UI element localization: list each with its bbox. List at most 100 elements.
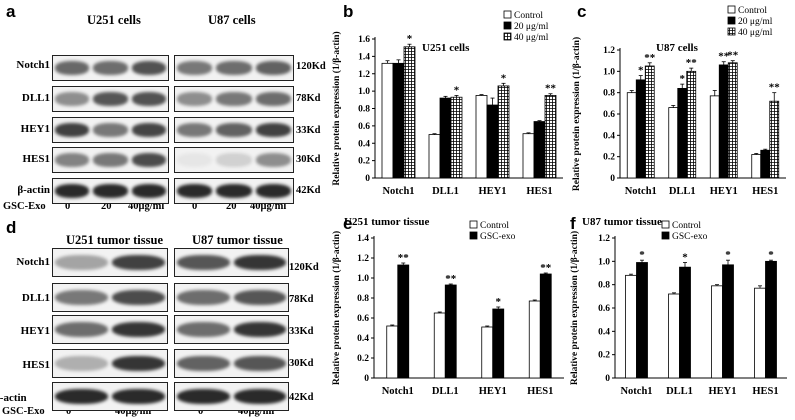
x-category-label: DLL1 — [669, 186, 696, 197]
x-category-label: HEY1 — [708, 386, 736, 397]
blot-d-band — [55, 321, 108, 338]
panel-letter-d: d — [6, 218, 17, 237]
blot-a-conc-40-u87: 40μg/ml — [250, 201, 287, 212]
bar — [450, 96, 463, 179]
bar — [486, 104, 499, 179]
significance-star: * — [454, 84, 460, 96]
x-category-label: HES1 — [526, 186, 552, 197]
bar — [539, 273, 552, 379]
blot-a-blot-box — [174, 147, 294, 173]
bar-chart-e: 0 0.2 0.4 0.6 0.8 1.0 1.2 1.4 Relative protein e… — [331, 216, 564, 397]
blot-d-blot-box — [174, 349, 289, 378]
blot-a-band — [216, 92, 252, 106]
y-tick-label: 0.6 — [357, 314, 369, 324]
significance-star: * — [680, 73, 686, 85]
blot-d-size-hes1: 30Kd — [289, 358, 314, 369]
bar — [397, 264, 410, 379]
legend-label: 20 μg/ml — [738, 17, 773, 27]
blot-d-blot-box — [52, 349, 168, 378]
blot-d-size-hey1: 33Kd — [289, 326, 314, 337]
blot-a-band — [131, 184, 166, 198]
blot-a-band — [55, 92, 90, 106]
bar — [765, 260, 777, 379]
blot-d-blot-box — [174, 315, 289, 344]
blot-a-band — [177, 184, 213, 198]
blot-d-band — [55, 254, 108, 271]
legend-swatch — [503, 10, 512, 19]
blot-a-band — [255, 153, 291, 167]
blot-a-size-beta-actin: 42Kd — [296, 185, 321, 196]
y-tick-label: 0.4 — [598, 327, 610, 337]
blot-a-band — [55, 123, 90, 137]
y-tick-label: 0 — [364, 374, 369, 384]
y-tick-label: 0 — [610, 174, 615, 184]
y-tick-label: 0.6 — [603, 110, 615, 120]
panel-letter-e: e — [343, 214, 353, 233]
blot-d-label-hes1: HES1 — [22, 359, 50, 371]
y-tick-label: 0.6 — [358, 122, 370, 132]
blot-d-blot-box — [52, 382, 168, 411]
y-tick-label: 0.6 — [598, 304, 610, 314]
blot-d-band — [112, 388, 165, 405]
bar — [392, 62, 405, 179]
bar — [760, 149, 771, 179]
bar — [677, 88, 688, 179]
blot-a-band — [177, 123, 213, 137]
significance-star: * — [682, 252, 688, 264]
legend-label: Control — [480, 221, 509, 231]
y-axis-label: Relative protein expression (1/β-actin) — [331, 31, 342, 185]
bar — [754, 287, 766, 379]
legend-swatch — [661, 231, 670, 240]
legend-swatch — [661, 220, 670, 229]
bar — [528, 300, 541, 379]
bar — [381, 62, 394, 179]
blot-a-band — [93, 184, 128, 198]
significance-star: * — [501, 72, 507, 84]
blot-a-band — [93, 153, 128, 167]
blot-d-band — [177, 355, 230, 372]
legend-swatch — [469, 231, 478, 240]
blot-a-band — [55, 184, 90, 198]
blot-a-label-hes1: HES1 — [22, 153, 50, 165]
y-tick-label: 0.8 — [603, 89, 615, 99]
blot-a-conc-20: 20 — [101, 201, 112, 212]
blot-d-conc-40: 40μg/ml — [115, 406, 152, 417]
bar-chart-b: 0 0.2 0.4 0.6 0.8 1.0 1.2 1.4 1.6 Relative protei… — [331, 10, 563, 197]
significance-star: ** — [398, 252, 410, 264]
blot-d-treatment-label: GSC-Exo — [2, 406, 45, 417]
blot-a-blot-box — [52, 55, 169, 81]
y-tick-label: 1.2 — [358, 70, 370, 80]
blot-a-band — [131, 123, 166, 137]
significance-star: ** — [445, 273, 457, 285]
blot-d-band — [112, 289, 165, 306]
blot-d-band — [233, 321, 286, 338]
x-category-label: Notch1 — [620, 386, 652, 397]
y-tick-label: 1.0 — [598, 257, 610, 267]
y-tick-label: 1.2 — [603, 46, 615, 56]
blot-d-band — [112, 355, 165, 372]
blot-a-label-hey1: HEY1 — [20, 123, 50, 135]
significance-star: ** — [545, 83, 557, 95]
y-axis-label: Relative protein expression (1/β-actin) — [569, 231, 580, 385]
bar — [718, 64, 729, 179]
blot-d-blot-box — [174, 248, 289, 277]
blot-d-band — [55, 388, 108, 405]
y-tick-label: 1.0 — [603, 67, 615, 77]
bar — [403, 46, 416, 179]
significance-star: ** — [686, 57, 698, 69]
bar — [386, 325, 399, 379]
bar — [481, 326, 494, 379]
blot-d-blot-box — [52, 315, 168, 344]
blot-d-band — [55, 355, 108, 372]
blot-a-band — [255, 92, 291, 106]
bar — [635, 79, 646, 179]
legend-label: 40 μg/ml — [514, 33, 549, 43]
bar — [636, 262, 648, 379]
blot-d-blot-box — [52, 248, 168, 277]
blot-a-band — [55, 61, 90, 75]
significance-star: * — [768, 249, 774, 261]
y-tick-label: 0 — [605, 374, 610, 384]
chart-title: U251 tumor tissue — [344, 216, 429, 228]
legend-label: Control — [738, 6, 767, 16]
legend-swatch — [469, 220, 478, 229]
